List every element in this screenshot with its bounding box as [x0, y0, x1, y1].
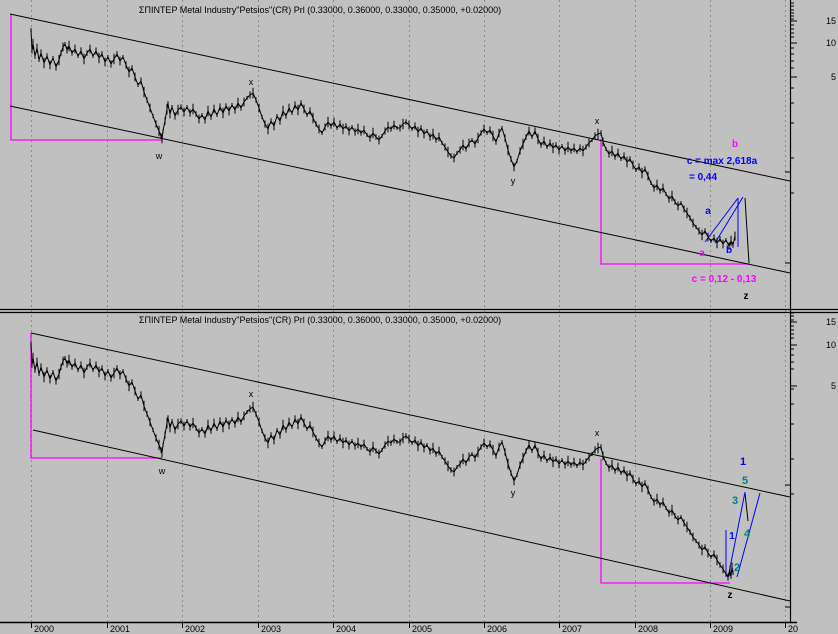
x-axis-year-label: 20	[788, 624, 798, 634]
x-axis-year-label: 2006	[487, 624, 507, 634]
x-axis-year-label: 2000	[34, 624, 54, 634]
x-axis-year-label: 2007	[562, 624, 582, 634]
wave-projection-line	[714, 196, 744, 244]
y-axis-label: 5	[831, 381, 836, 391]
wave-annotation-label: x	[595, 116, 600, 126]
trend-channel-line	[30, 332, 791, 498]
trend-channel-line	[9, 105, 791, 274]
x-axis-year-label: 2008	[638, 624, 658, 634]
wave-annotation-label: = 0,44	[689, 172, 718, 183]
x-axis-year-label: 2005	[412, 624, 432, 634]
magenta-wave-box	[600, 139, 750, 265]
wave-annotation-label: 3	[732, 495, 738, 507]
trend-channel-line	[744, 492, 749, 522]
x-axis-year-label: 2002	[185, 624, 205, 634]
wave-annotation-label: z	[728, 590, 733, 601]
trend-channel-line	[32, 429, 791, 602]
wave-annotation-label: a	[705, 206, 711, 217]
x-axis-year-label: 2004	[336, 624, 356, 634]
wave-annotation-label: x	[249, 389, 254, 399]
wave-annotation-label: 5	[742, 475, 748, 487]
magenta-wave-box	[30, 333, 162, 459]
y-axis-label: 5	[831, 72, 836, 82]
magenta-wave-box	[600, 459, 730, 584]
wave-annotation-label: 4	[744, 528, 751, 540]
wave-annotation-label: 1	[740, 456, 746, 468]
panel-title: ΣΠΙΝΤΕΡ Metal Industry"Petsios"(CR) Prl …	[139, 5, 501, 15]
trend-channel-line	[9, 13, 791, 182]
wave-annotation-label: c = max 2,618a	[687, 156, 758, 167]
wave-annotation-label: 2	[734, 562, 740, 574]
x-axis-year-label: 2003	[261, 624, 281, 634]
wave-annotation-label: y	[511, 488, 516, 498]
wave-projection-line	[704, 197, 739, 243]
magenta-wave-box	[10, 15, 162, 141]
wave-projection-line	[727, 491, 746, 579]
y-axis-label: 15	[826, 317, 836, 327]
x-axis-year-label: 2001	[110, 624, 130, 634]
price-series-line	[30, 343, 734, 579]
wave-annotation-label: x	[249, 77, 254, 87]
wave-annotation-label: a	[699, 248, 705, 259]
wave-projection-line	[736, 492, 761, 578]
trend-channel-line	[744, 197, 750, 264]
y-axis-label: 15	[826, 16, 836, 26]
wave-annotation-label: y	[511, 176, 516, 186]
wave-annotation-label: x	[595, 428, 600, 438]
panel-title: ΣΠΙΝΤΕΡ Metal Industry"Petsios"(CR) Prl …	[139, 315, 501, 325]
y-axis-label: 10	[826, 38, 836, 48]
wave-annotation-label: w	[158, 466, 166, 476]
wave-annotation-label: b	[726, 245, 732, 256]
price-series-line	[30, 29, 736, 248]
wave-annotation-label: b	[732, 139, 738, 150]
wave-annotation-label: 1	[729, 531, 735, 542]
wave-annotation-label: w	[155, 151, 163, 161]
wave-annotation-label: c = 0,12 - 0,13	[692, 274, 757, 285]
y-axis-label: 10	[826, 340, 836, 350]
wave-annotation-label: z	[744, 291, 749, 302]
x-axis-year-label: 2009	[713, 624, 733, 634]
